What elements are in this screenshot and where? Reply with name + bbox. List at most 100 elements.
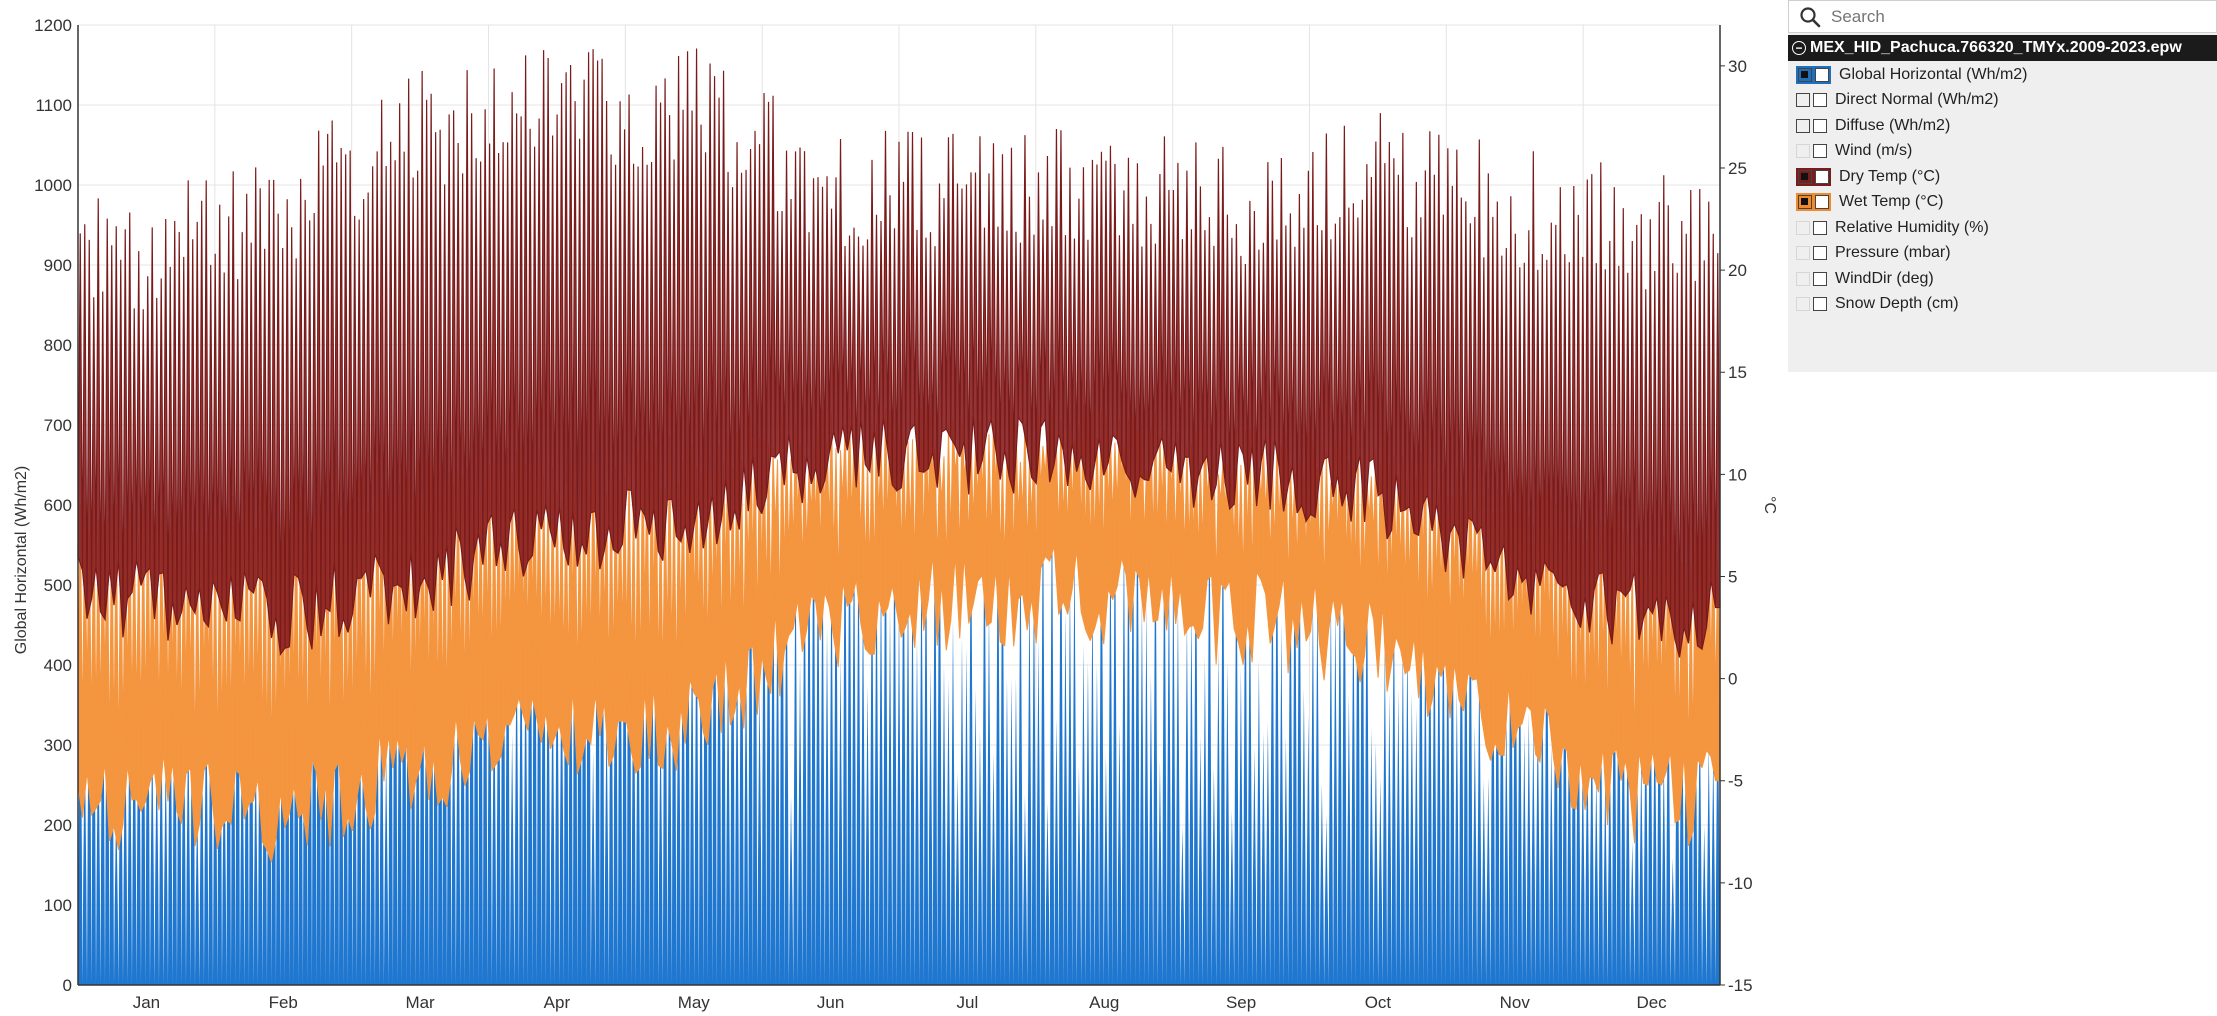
global-horizontal-area	[78, 326, 1720, 985]
left-tick-label: 300	[44, 736, 72, 755]
series-panel: − MEX_HID_Pachuca.766320_TMYx.2009-2023.…	[1788, 0, 2217, 372]
month-tick-label: Mar	[405, 993, 435, 1012]
series-color-swatch	[1796, 167, 1831, 186]
series-label: Wind (m/s)	[1835, 142, 1913, 159]
plot-checkbox[interactable]	[1813, 271, 1827, 286]
series-row[interactable]: Snow Depth (cm)	[1796, 292, 1959, 317]
axis-checkbox[interactable]	[1798, 195, 1812, 209]
series-row[interactable]: Wind (m/s)	[1796, 139, 1912, 164]
right-tick-label: 5	[1728, 567, 1737, 586]
series-label: Direct Normal (Wh/m2)	[1835, 91, 1999, 108]
axis-checkbox[interactable]	[1798, 67, 1812, 82]
left-tick-label: 700	[44, 416, 72, 435]
plot-checkbox[interactable]	[1813, 144, 1827, 158]
plot-checkbox[interactable]	[1813, 220, 1827, 235]
wet-temp-series	[77, 403, 1721, 863]
axis-checkbox[interactable]	[1798, 169, 1812, 184]
month-tick-label: Nov	[1500, 993, 1531, 1012]
series-row[interactable]: Global Horizontal (Wh/m2)	[1796, 62, 2028, 87]
right-tick-label: -10	[1728, 874, 1753, 893]
left-tick-label: 900	[44, 256, 72, 275]
left-tick-label: 400	[44, 656, 72, 675]
series-row[interactable]: Dry Temp (°C)	[1796, 164, 1940, 189]
left-tick-label: 1000	[34, 176, 72, 195]
series-label: Wet Temp (°C)	[1839, 193, 1944, 210]
series-color-swatch	[1796, 219, 1827, 237]
month-tick-label: Jan	[133, 993, 160, 1012]
series-row[interactable]: Pressure (mbar)	[1796, 241, 1951, 266]
plot-checkbox[interactable]	[1813, 118, 1827, 133]
series-label: Diffuse (Wh/m2)	[1835, 116, 1951, 134]
left-axis-title: Global Horizontal (Wh/m2)	[13, 466, 30, 655]
right-tick-label: 15	[1728, 363, 1747, 382]
month-tick-label: Apr	[544, 993, 571, 1012]
plot-checkbox[interactable]	[1815, 195, 1829, 209]
series-color-swatch	[1796, 117, 1827, 135]
plot-checkbox[interactable]	[1813, 246, 1827, 260]
month-tick-label: Feb	[269, 993, 298, 1012]
right-tick-label: -5	[1728, 772, 1743, 791]
plot-checkbox[interactable]	[1813, 93, 1827, 107]
left-tick-label: 800	[44, 336, 72, 355]
series-color-swatch	[1796, 295, 1827, 313]
right-tick-label: 10	[1728, 465, 1747, 484]
series-row[interactable]: Relative Humidity (%)	[1796, 215, 1989, 240]
axis-checkbox[interactable]	[1796, 297, 1810, 311]
left-tick-label: 100	[44, 896, 72, 915]
month-tick-label: Oct	[1365, 993, 1392, 1012]
series-row[interactable]: Diffuse (Wh/m2)	[1796, 113, 1950, 138]
axis-checkbox[interactable]	[1796, 118, 1810, 133]
axis-checkbox[interactable]	[1796, 93, 1810, 107]
month-tick-label: Jul	[957, 993, 979, 1012]
right-tick-label: 20	[1728, 261, 1747, 280]
series-color-swatch	[1796, 193, 1831, 211]
left-tick-label: 0	[63, 976, 72, 995]
global-horizontal-series	[78, 326, 1720, 985]
left-tick-label: 1100	[35, 96, 72, 115]
x-axis-ticks: Jan Feb Mar Apr May Jun Jul Aug Sep Oct Nov Dec	[133, 993, 1667, 1012]
axis-checkbox[interactable]	[1796, 271, 1810, 286]
plot-checkbox[interactable]	[1813, 297, 1827, 311]
axis-checkbox[interactable]	[1796, 246, 1810, 260]
right-tick-label: 0	[1728, 670, 1737, 689]
series-color-swatch	[1796, 65, 1831, 84]
search-icon	[1799, 6, 1821, 28]
month-tick-label: Dec	[1636, 993, 1667, 1012]
month-tick-label: Sep	[1226, 993, 1256, 1012]
axis-checkbox[interactable]	[1796, 220, 1810, 235]
file-name: MEX_HID_Pachuca.766320_TMYx.2009-2023.ep…	[1810, 39, 2182, 56]
axis-checkbox[interactable]	[1796, 144, 1810, 158]
series-color-swatch	[1796, 270, 1827, 288]
search-input[interactable]	[1829, 5, 2193, 28]
series-label: Global Horizontal (Wh/m2)	[1839, 65, 2028, 83]
right-axis-ticks: -15 -10 -5 0 5 10 15 20 25 30	[1720, 57, 1753, 995]
series-label: Relative Humidity (%)	[1835, 218, 1989, 236]
collapse-icon[interactable]: −	[1792, 41, 1806, 55]
series-row[interactable]: WindDir (deg)	[1796, 266, 1934, 291]
dry-temp-band	[77, 48, 1721, 658]
left-axis-ticks: 0 100 200 300 400 500 600 700 800 900 1000 1100 1200	[34, 16, 72, 995]
series-label: Dry Temp (°C)	[1839, 167, 1941, 185]
month-tick-label: Jun	[817, 993, 844, 1012]
right-tick-label: 30	[1728, 57, 1747, 76]
dry-temp-series	[77, 48, 1721, 658]
search-box[interactable]	[1788, 0, 2217, 33]
plot-checkbox[interactable]	[1815, 67, 1829, 82]
series-label: Snow Depth (cm)	[1835, 295, 1959, 312]
series-color-swatch	[1796, 244, 1827, 262]
left-tick-label: 500	[44, 576, 72, 595]
series-label: Pressure (mbar)	[1835, 244, 1951, 261]
left-tick-label: 600	[44, 496, 72, 515]
series-row[interactable]: Wet Temp (°C)	[1796, 190, 1944, 215]
file-header[interactable]: − MEX_HID_Pachuca.766320_TMYx.2009-2023.…	[1788, 35, 2217, 61]
chart: 0100200300400500600700800900100011001200…	[13, 16, 1778, 1012]
right-tick-label: -15	[1728, 976, 1753, 995]
plot-checkbox[interactable]	[1815, 169, 1829, 184]
axes	[77, 25, 1721, 986]
series-color-swatch	[1796, 91, 1827, 109]
series-row[interactable]: Direct Normal (Wh/m2)	[1796, 88, 1999, 113]
wet-temp-band	[77, 403, 1721, 863]
right-tick-label: 25	[1728, 159, 1747, 178]
series-color-swatch	[1796, 142, 1827, 160]
series-label: WindDir (deg)	[1835, 269, 1934, 287]
